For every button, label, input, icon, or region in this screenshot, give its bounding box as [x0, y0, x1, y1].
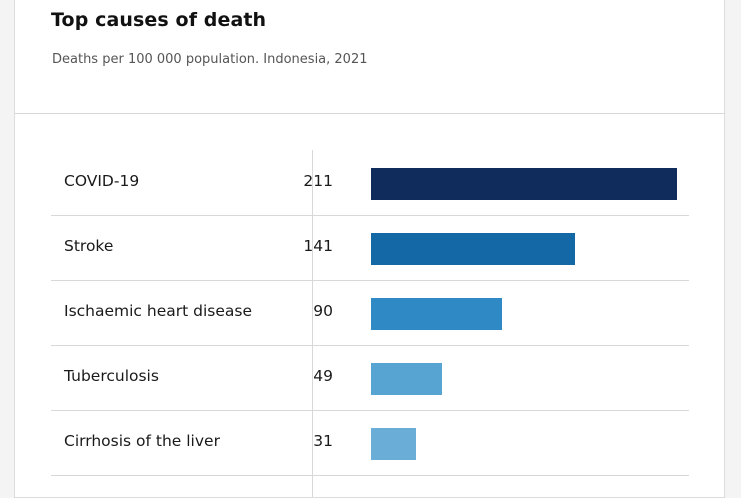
bar [371, 298, 502, 330]
bar [371, 233, 575, 265]
bar-row: COVID-19 211 [51, 151, 689, 216]
row-divider [51, 215, 689, 216]
chart-subtitle: Deaths per 100 000 population. Indonesia… [52, 52, 368, 67]
bar-row: Cirrhosis of the liver 31 [51, 411, 689, 476]
category-label: Tuberculosis [64, 367, 159, 385]
bar-row: Stroke 141 [51, 216, 689, 281]
value-label: 31 [313, 432, 333, 450]
header-divider [15, 113, 724, 114]
value-label: 211 [303, 172, 333, 190]
row-divider [51, 280, 689, 281]
bar [371, 363, 442, 395]
row-divider [51, 475, 689, 476]
value-label: 49 [313, 367, 333, 385]
bar [371, 428, 416, 460]
chart-title: Top causes of death [51, 9, 267, 31]
value-label: 90 [313, 302, 333, 320]
value-label: 141 [303, 237, 333, 255]
row-divider [51, 345, 689, 346]
bar [371, 168, 677, 200]
category-label: Ischaemic heart disease [64, 302, 252, 320]
bar-row: Tuberculosis 49 [51, 346, 689, 411]
category-label: Cirrhosis of the liver [64, 432, 220, 450]
category-label: COVID-19 [64, 172, 140, 190]
column-divider [312, 150, 313, 497]
category-label: Stroke [64, 237, 114, 255]
bar-row: Ischaemic heart disease 90 [51, 281, 689, 346]
chart-card: Top causes of death Deaths per 100 000 p… [14, 0, 725, 498]
row-divider [51, 410, 689, 411]
